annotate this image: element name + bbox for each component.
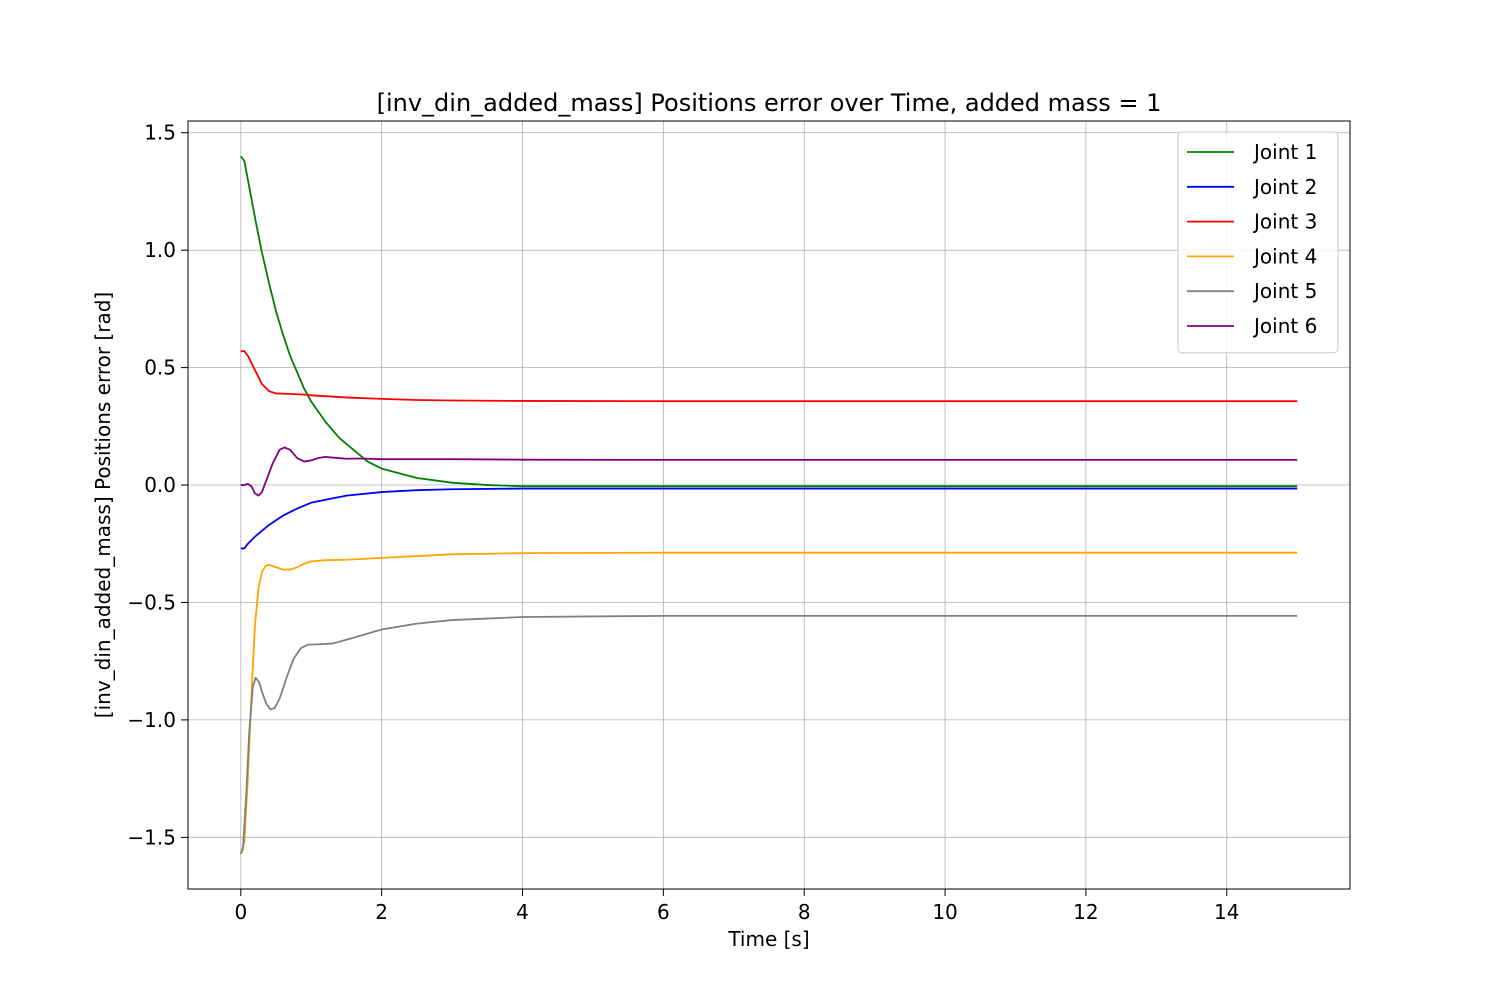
plot-area-frame [187, 120, 1351, 890]
y-tick-label: 1.0 [144, 238, 176, 262]
legend-label-joint-6: Joint 6 [1252, 314, 1317, 338]
chart-title: [inv_din_added_mass] Positions error ove… [377, 89, 1162, 117]
y-tick-label: 1.5 [144, 121, 176, 145]
legend-label-joint-4: Joint 4 [1252, 244, 1317, 268]
legend-label-joint-5: Joint 5 [1252, 279, 1317, 303]
y-axis-label: [inv_din_added_mass] Positions error [ra… [91, 292, 115, 718]
x-tick-label: 10 [932, 900, 957, 924]
y-tick-label: −1.0 [127, 708, 176, 732]
y-tick-label: 0.5 [144, 356, 176, 380]
series-lines [239, 155, 1298, 855]
axis-ticks: 0 2 4 6 8 10 12 14 −1.5 −1.0 −0.5 0.0 0.5 1.0 1.5 [127, 121, 1239, 924]
y-tick-label: 0.0 [144, 473, 176, 497]
series-line-joint-3 [240, 350, 1298, 403]
x-tick-label: 4 [516, 900, 529, 924]
legend-label-joint-1: Joint 1 [1252, 140, 1317, 164]
y-tick-label: −1.5 [127, 825, 176, 849]
x-tick-label: 0 [234, 900, 247, 924]
series-line-joint-4 [239, 551, 1298, 855]
x-tick-label: 12 [1073, 900, 1098, 924]
series-line-joint-5 [239, 614, 1298, 855]
series-line-joint-2 [240, 487, 1298, 550]
x-tick-label: 2 [375, 900, 388, 924]
y-tick-label: −0.5 [127, 590, 176, 614]
x-tick-label: 14 [1214, 900, 1239, 924]
x-tick-label: 6 [657, 900, 670, 924]
legend: Joint 1 Joint 2 Joint 3 Joint 4 Joint 5 Joint… [1177, 131, 1339, 354]
series-line-joint-6 [240, 446, 1298, 497]
x-tick-label: 8 [798, 900, 811, 924]
legend-label-joint-2: Joint 2 [1252, 175, 1317, 199]
x-axis-label: Time [s] [727, 927, 809, 951]
legend-label-joint-3: Joint 3 [1252, 210, 1317, 234]
series-line-joint-1 [240, 155, 1298, 488]
